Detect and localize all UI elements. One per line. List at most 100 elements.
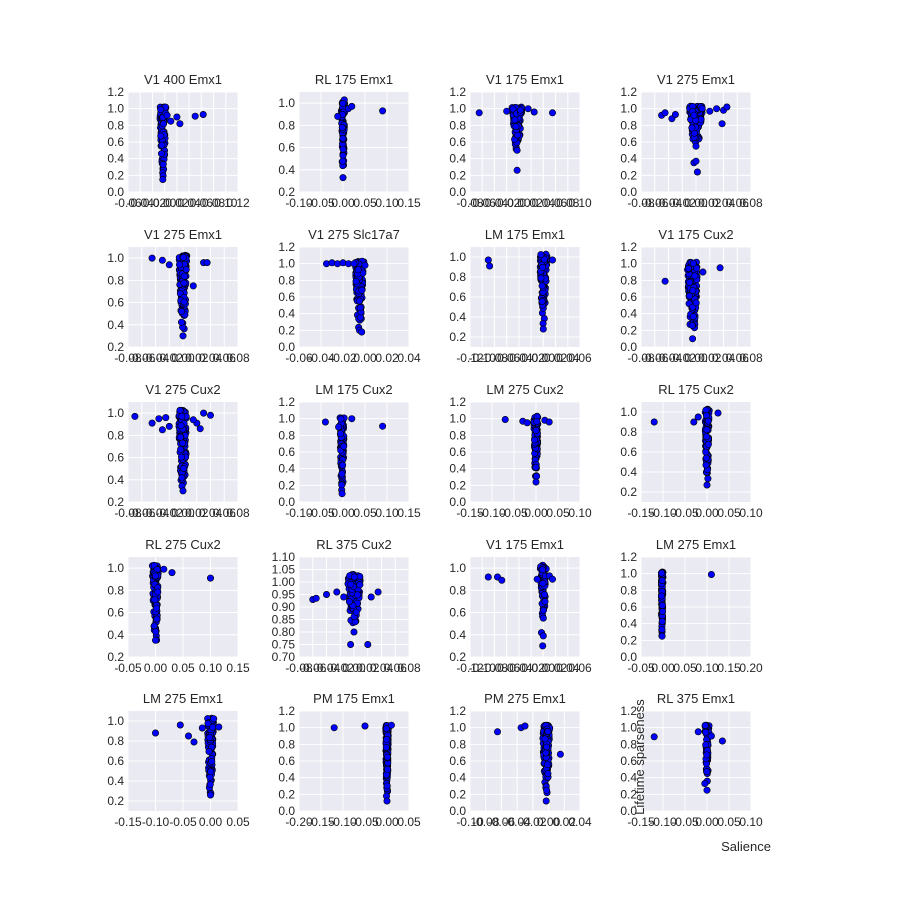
data-point — [160, 565, 168, 573]
x-tick-label: 0.06 — [568, 661, 592, 675]
data-point — [383, 753, 391, 761]
x-tick-label: 0.10 — [568, 196, 592, 210]
x-tick-label: 0.15 — [717, 661, 741, 675]
y-tick-label: 1.2 — [107, 85, 124, 99]
x-tick-label: -0.10 — [329, 815, 357, 829]
data-point — [387, 721, 395, 729]
data-point — [658, 569, 666, 577]
y-tick-label: 1.0 — [278, 96, 295, 110]
data-point — [321, 418, 329, 426]
data-point — [513, 146, 521, 154]
x-tick-label: -0.15 — [114, 815, 142, 829]
data-point — [190, 738, 198, 746]
scatter-points — [148, 251, 211, 340]
x-tick-label: -0.05 — [169, 815, 197, 829]
data-point — [348, 102, 356, 110]
y-tick-label: 0.8 — [107, 734, 124, 748]
data-point — [533, 472, 541, 480]
y-tick-label: 1.2 — [449, 85, 466, 99]
panel-background — [470, 557, 580, 657]
data-point — [704, 475, 712, 483]
y-tick-label: 0.6 — [620, 290, 637, 304]
x-tick-label: 0.04 — [556, 351, 580, 365]
x-tick-label: -0.04 — [481, 196, 509, 210]
y-tick-label: 0.2 — [449, 478, 466, 492]
data-point — [339, 461, 347, 469]
x-tick-label: -0.02 — [156, 506, 184, 520]
x-tick-label: 0.02 — [165, 196, 189, 210]
x-tick-label: 0.04 — [712, 351, 736, 365]
scatter-points — [650, 405, 722, 489]
scatter-points — [322, 257, 369, 336]
data-point — [486, 262, 494, 270]
scatter-points — [334, 96, 387, 182]
y-tick-label: 0.4 — [278, 307, 295, 321]
panel-title: RL 275 Cux2 — [145, 537, 220, 552]
data-point — [210, 715, 218, 723]
data-point — [702, 461, 710, 469]
data-point — [179, 439, 187, 447]
data-point — [707, 732, 715, 740]
data-point — [354, 591, 362, 599]
y-tick-label: 0.8 — [278, 428, 295, 442]
data-point — [689, 335, 697, 343]
y-tick-label: 0.4 — [620, 465, 637, 479]
data-point — [355, 297, 363, 305]
y-tick-label: 0.4 — [449, 310, 466, 324]
data-point — [539, 632, 547, 640]
data-point — [339, 99, 347, 107]
data-point — [157, 106, 165, 114]
x-tick-label: -0.10 — [285, 506, 313, 520]
y-tick-label: 0.0 — [620, 804, 637, 818]
data-point — [484, 573, 492, 581]
y-tick-label: 0.2 — [449, 330, 466, 344]
x-tick-label: -0.08 — [481, 351, 509, 365]
panel-title: V1 400 Emx1 — [144, 72, 222, 87]
data-point — [158, 150, 166, 158]
scatter-points — [493, 721, 564, 805]
data-point — [658, 625, 666, 633]
data-point — [350, 573, 358, 581]
y-tick-label: 0.0 — [620, 650, 637, 664]
data-point — [539, 614, 547, 622]
y-tick-label: 0.6 — [620, 600, 637, 614]
data-point — [358, 286, 366, 294]
y-tick-label: 0.4 — [278, 462, 295, 476]
x-tick-label: 0.04 — [199, 351, 223, 365]
x-tick-label: 0.15 — [226, 661, 250, 675]
data-point — [361, 722, 369, 730]
x-tick-label: -0.05 — [671, 815, 699, 829]
x-tick-label: 0.05 — [171, 661, 195, 675]
data-point — [339, 145, 347, 153]
data-point — [690, 111, 698, 119]
data-point — [204, 720, 212, 728]
x-tick-label: -0.04 — [505, 351, 533, 365]
y-tick-label: 1.0 — [620, 405, 637, 419]
x-tick-label: 0.06 — [213, 351, 237, 365]
data-point — [158, 256, 166, 264]
y-tick-label: 0.8 — [449, 118, 466, 132]
data-point — [176, 261, 184, 269]
data-point — [367, 593, 375, 601]
y-tick-label: 0.70 — [272, 650, 296, 664]
data-point — [148, 419, 156, 427]
x-tick-label: -0.06 — [469, 196, 497, 210]
x-tick-label: 0.06 — [726, 351, 750, 365]
x-tick-label: 0.05 — [546, 506, 570, 520]
x-tick-label: 0.02 — [375, 351, 399, 365]
data-point — [165, 422, 173, 430]
data-point — [548, 256, 556, 264]
data-point — [180, 272, 188, 280]
data-point — [205, 747, 213, 755]
y-tick-label: 1.0 — [107, 251, 124, 265]
panel-title: V1 275 Emx1 — [144, 227, 222, 242]
x-tick-label: -0.10 — [469, 661, 497, 675]
y-tick-label: 0.6 — [620, 135, 637, 149]
panel: -0.08-0.06-0.04-0.020.000.020.040.060.08… — [107, 382, 250, 520]
data-point — [196, 425, 204, 433]
data-point — [340, 593, 348, 601]
data-point — [539, 263, 547, 271]
data-point — [691, 272, 699, 280]
panel: -0.15-0.10-0.050.000.050.10 0.2 0.4 0.6 0.8 1… — [620, 382, 763, 520]
data-point — [544, 770, 552, 778]
